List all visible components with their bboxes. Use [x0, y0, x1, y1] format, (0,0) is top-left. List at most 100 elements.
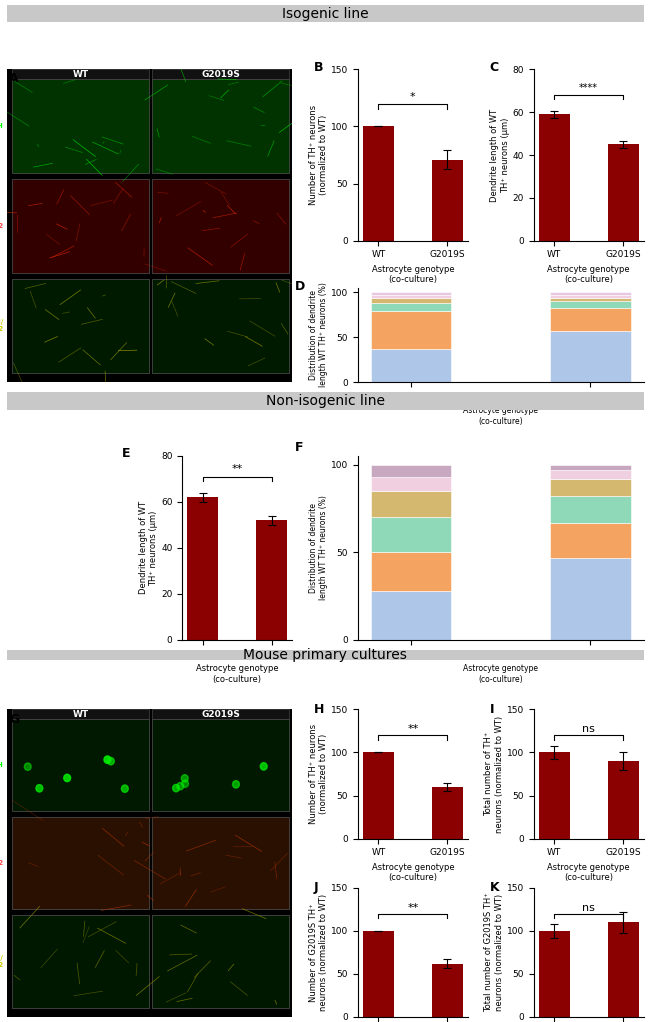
Circle shape — [36, 785, 43, 792]
Circle shape — [260, 762, 267, 770]
Bar — [608, 761, 638, 838]
Bar — [371, 349, 452, 382]
Text: MAP2: MAP2 — [0, 223, 4, 229]
Text: E: E — [122, 447, 130, 460]
Circle shape — [181, 775, 188, 782]
Text: TH/
MAP2: TH/ MAP2 — [0, 319, 4, 332]
Bar — [371, 491, 452, 517]
Bar — [12, 79, 150, 173]
Bar — [550, 478, 630, 497]
Text: B: B — [314, 60, 324, 74]
Bar — [12, 916, 150, 1008]
Text: WT: WT — [73, 709, 89, 718]
X-axis label: Astrocyte genotype
(co-culture): Astrocyte genotype (co-culture) — [463, 407, 538, 426]
Y-axis label: Number of G2019S TH⁺
neurons (normalized to WT): Number of G2019S TH⁺ neurons (normalized… — [309, 894, 328, 1011]
Bar — [152, 916, 289, 1008]
Text: Isogenic line: Isogenic line — [281, 7, 369, 20]
Bar — [371, 552, 452, 591]
Bar — [539, 114, 569, 241]
Text: ns: ns — [582, 725, 595, 735]
Y-axis label: Number of TH⁺ neurons
(normalized to WT): Number of TH⁺ neurons (normalized to WT) — [309, 724, 328, 824]
Bar — [187, 498, 218, 640]
Text: A: A — [9, 73, 19, 86]
Text: D: D — [295, 280, 306, 293]
Text: **: ** — [408, 902, 419, 913]
Bar — [256, 520, 287, 640]
Bar — [152, 179, 289, 273]
Bar — [432, 964, 463, 1017]
Bar — [550, 558, 630, 640]
Text: K: K — [489, 881, 499, 894]
Text: **: ** — [408, 725, 419, 735]
Bar — [371, 517, 452, 552]
Bar — [152, 709, 289, 718]
Text: Mouse primary cultures: Mouse primary cultures — [243, 648, 407, 662]
Bar — [12, 709, 150, 718]
X-axis label: Astrocyte genotype
(co-culture): Astrocyte genotype (co-culture) — [547, 265, 630, 284]
Y-axis label: Total number of G2019S TH⁺
neurons (normalized to WT): Total number of G2019S TH⁺ neurons (norm… — [484, 892, 504, 1012]
Text: ****: **** — [579, 83, 598, 93]
X-axis label: Astrocyte genotype
(co-culture): Astrocyte genotype (co-culture) — [547, 863, 630, 882]
Y-axis label: Number of TH⁺ neurons
(normalized to WT): Number of TH⁺ neurons (normalized to WT) — [309, 105, 328, 205]
Bar — [550, 295, 630, 297]
Bar — [539, 752, 569, 838]
Circle shape — [122, 785, 128, 792]
Bar — [550, 497, 630, 522]
Text: TH: TH — [0, 123, 4, 129]
Circle shape — [182, 780, 188, 787]
Bar — [550, 522, 630, 558]
Bar — [12, 279, 150, 373]
Bar — [12, 179, 150, 273]
Bar — [539, 931, 569, 1017]
Bar — [363, 931, 394, 1017]
Text: **: ** — [231, 464, 242, 474]
Bar — [152, 69, 289, 79]
Text: Non-isogenic line: Non-isogenic line — [265, 394, 385, 408]
Y-axis label: Dendrite length of WT
TH⁺ neurons (μm): Dendrite length of WT TH⁺ neurons (μm) — [490, 108, 510, 201]
Circle shape — [173, 785, 179, 792]
Bar — [152, 279, 289, 373]
Bar — [371, 304, 452, 311]
Y-axis label: Dendrite length of WT
TH⁺ neurons (μm): Dendrite length of WT TH⁺ neurons (μm) — [139, 502, 158, 595]
Text: G2019S: G2019S — [202, 709, 240, 718]
Text: G2019S: G2019S — [202, 69, 240, 79]
Text: J: J — [314, 881, 318, 894]
Bar — [371, 465, 452, 477]
X-axis label: Astrocyte genotype
(co-culture): Astrocyte genotype (co-culture) — [372, 863, 454, 882]
Y-axis label: Distribution of dendrite
length WT TH⁺ neurons (%): Distribution of dendrite length WT TH⁺ n… — [309, 496, 328, 600]
Text: *: * — [410, 92, 415, 102]
Text: TH//
MAP2: TH// MAP2 — [0, 955, 4, 968]
Bar — [152, 718, 289, 810]
Bar — [371, 591, 452, 640]
Bar — [371, 292, 452, 295]
Circle shape — [177, 783, 184, 790]
Text: I: I — [489, 703, 494, 716]
Y-axis label: Distribution of dendrite
length WT TH⁺ neurons (%): Distribution of dendrite length WT TH⁺ n… — [309, 282, 328, 387]
Bar — [152, 817, 289, 910]
Bar — [12, 718, 150, 810]
Circle shape — [104, 756, 111, 763]
Circle shape — [24, 763, 31, 771]
Bar — [432, 787, 463, 838]
Bar — [12, 69, 150, 79]
X-axis label: Astrocyte genotype
(co-culture): Astrocyte genotype (co-culture) — [463, 664, 538, 684]
Bar — [608, 922, 638, 1017]
Bar — [550, 465, 630, 470]
Text: WT: WT — [73, 69, 89, 79]
Bar — [550, 331, 630, 382]
Bar — [550, 309, 630, 331]
Bar — [550, 470, 630, 478]
Bar — [550, 301, 630, 309]
Circle shape — [64, 775, 71, 782]
Bar — [363, 752, 394, 838]
Bar — [363, 127, 394, 241]
Text: H: H — [314, 703, 324, 716]
Bar — [371, 311, 452, 349]
Bar — [371, 297, 452, 304]
Text: G: G — [9, 712, 20, 726]
Bar — [550, 297, 630, 301]
Bar — [371, 477, 452, 491]
Bar — [608, 144, 638, 241]
X-axis label: Astrocyte genotype
(co-culture): Astrocyte genotype (co-culture) — [372, 265, 454, 284]
X-axis label: Astrocyte genotype
(co-culture): Astrocyte genotype (co-culture) — [196, 664, 278, 684]
